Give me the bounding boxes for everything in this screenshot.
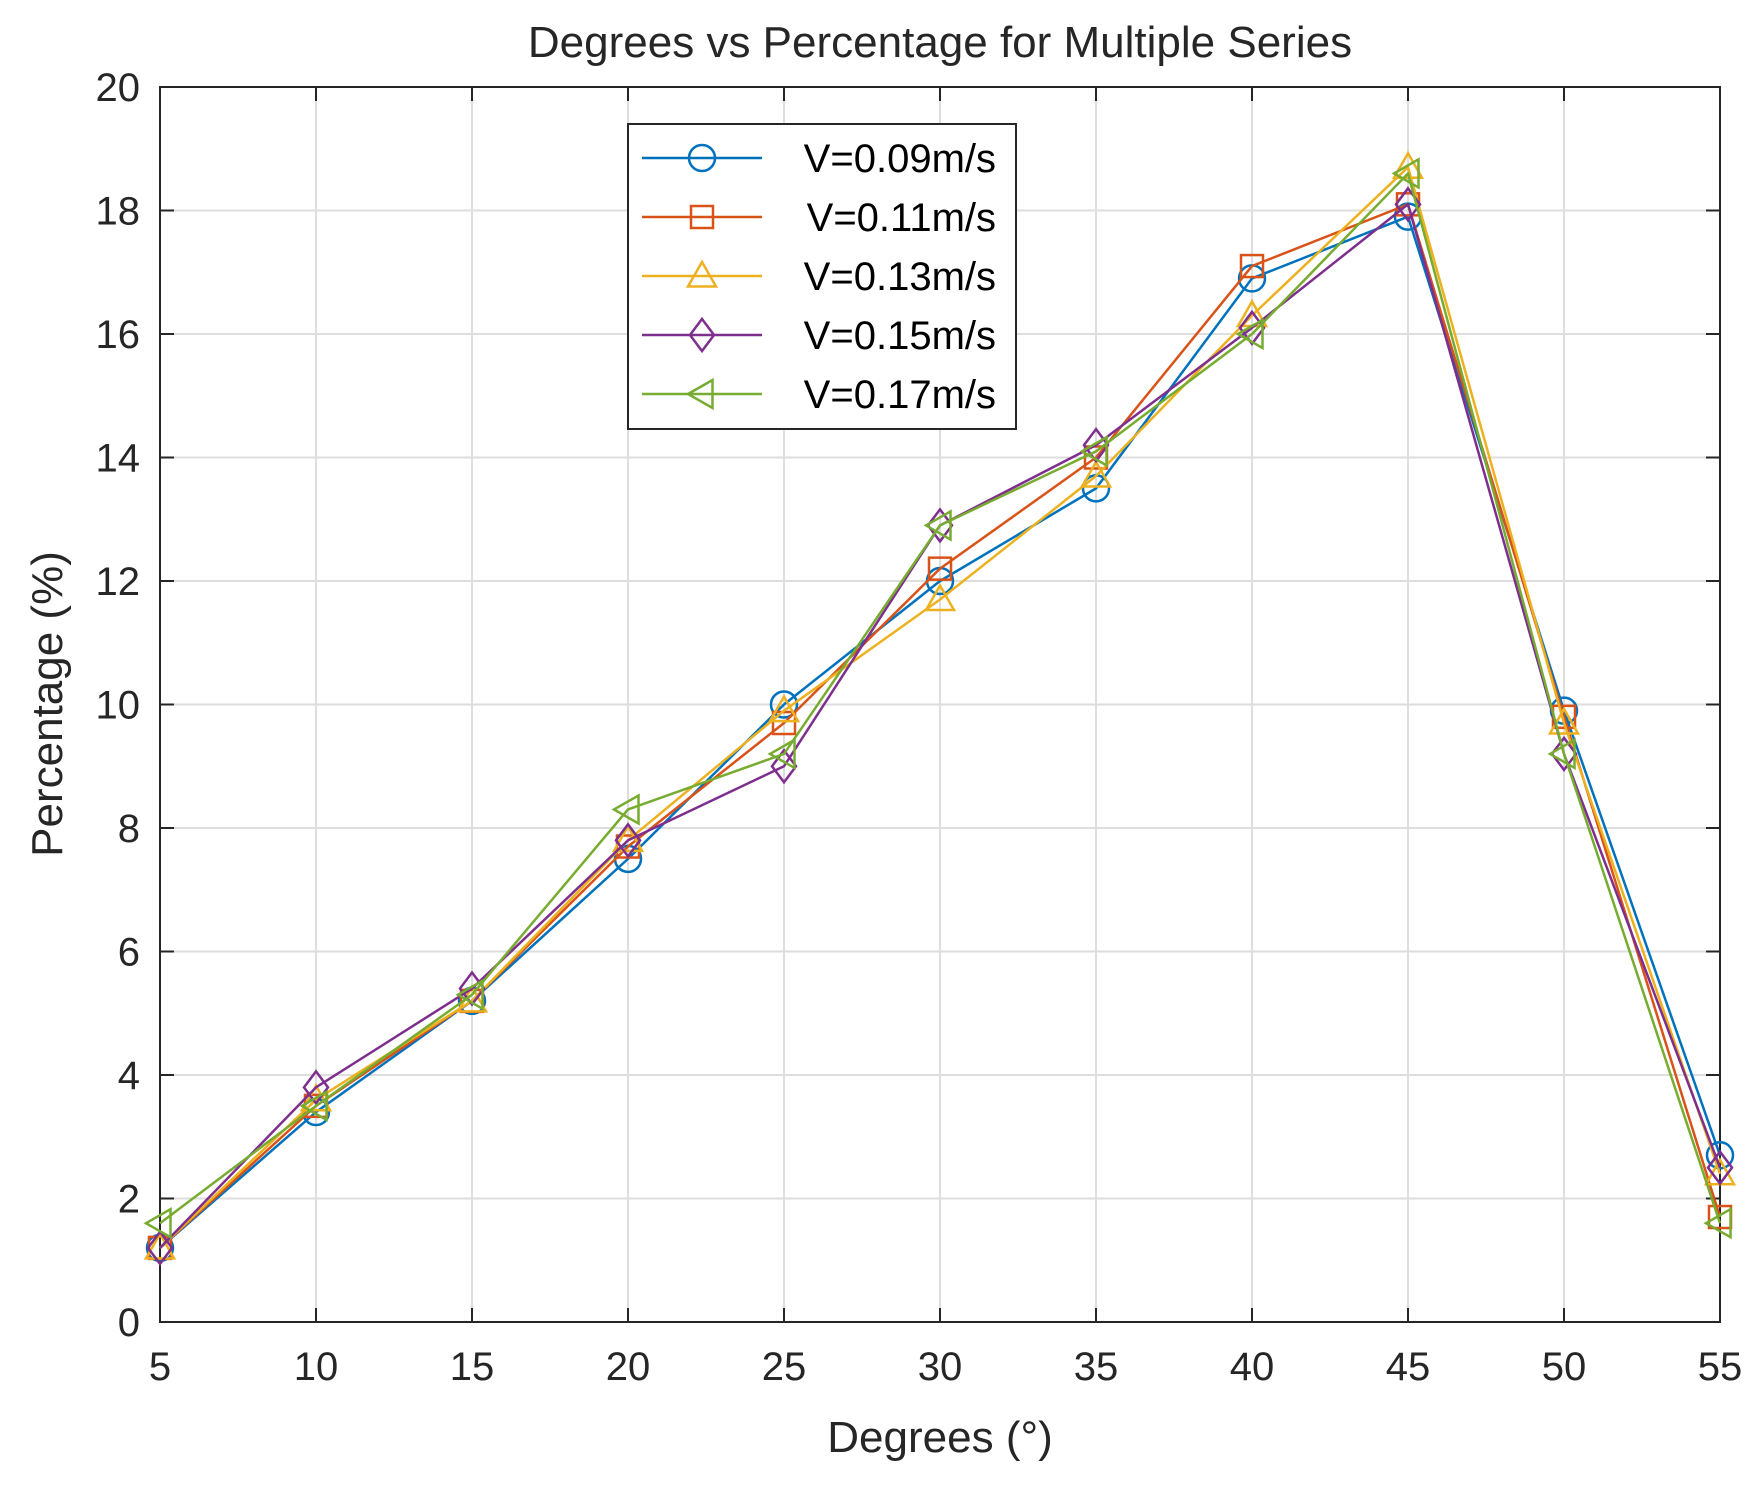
data-point [1079,459,1113,488]
tick-marks [159,86,1721,1323]
data-point [926,507,954,544]
data-point [1706,1149,1734,1186]
y-tick-label: 18 [96,190,141,234]
data-point [143,1231,177,1260]
data-point [611,823,645,853]
legend-items: V=0.09m/s V=0.11m/s V=0.13m/s V=0.15m/s V=0.… [642,137,996,417]
x-tick-label: 40 [1230,1345,1275,1389]
data-point [1705,1141,1735,1170]
x-tick-label: 10 [294,1345,339,1389]
y-tick-labels: 0 2 4 6 8 10 12 14 16 18 20 [96,66,141,1345]
x-tick-label: 50 [1542,1345,1587,1389]
series-layer [143,150,1737,1266]
y-tick-label: 6 [118,931,140,975]
data-point [299,1083,333,1112]
data-point [1547,706,1581,735]
data-point [302,1069,330,1106]
y-tick-label: 14 [96,437,141,481]
legend-label: V=0.13m/s [804,255,996,299]
x-tick-label: 45 [1386,1345,1431,1389]
y-tick-label: 0 [118,1301,140,1345]
legend-marker [687,143,717,173]
legend-item: V=0.13m/s [642,255,996,299]
series-line [159,172,1722,1225]
data-point [299,1089,328,1123]
data-point [770,748,798,785]
legend-marker [689,204,715,230]
x-tick-label: 5 [149,1345,171,1389]
data-point [923,509,952,542]
x-tick-label: 55 [1698,1345,1743,1389]
data-point [1391,157,1420,190]
legend-item: V=0.11m/s [642,196,996,240]
legend-marker [685,259,719,288]
series-line [159,215,1722,1249]
data-point [1547,737,1576,771]
legend: V=0.09m/s V=0.11m/s V=0.13m/s V=0.15m/s V=0.… [627,123,1017,430]
data-point [1550,735,1578,772]
y-tick-label: 12 [96,560,141,604]
x-tick-label: 25 [762,1345,807,1389]
x-axis-label: Degrees (°) [827,1413,1052,1462]
legend-label: V=0.17m/s [804,373,996,417]
chart-title: Degrees vs Percentage for Multiple Serie… [528,18,1352,67]
data-point [455,978,484,1011]
legend-item: V=0.15m/s [642,314,996,358]
data-point [1239,253,1265,279]
data-point [146,1229,174,1266]
x-tick-label: 30 [918,1345,963,1389]
series-line [159,203,1722,1249]
legend-label: V=0.15m/s [804,314,996,358]
y-tick-label: 2 [118,1178,140,1222]
data-point [1079,435,1108,468]
legend-marker [688,316,716,354]
y-tick-label: 10 [96,684,141,728]
data-point [923,583,957,612]
x-tick-label: 35 [1074,1345,1119,1389]
data-point [927,556,953,581]
y-axis-label: Percentage (%) [23,551,72,857]
legend-label: V=0.09m/s [804,137,996,181]
data-point [1235,317,1264,351]
series-line [159,166,1722,1249]
legend-label: V=0.11m/s [807,196,996,240]
y-tick-label: 4 [118,1054,140,1098]
data-point [767,737,796,771]
legend-item: V=0.17m/s [642,373,996,417]
x-tick-label: 20 [606,1345,651,1389]
series-5 [143,157,1732,1240]
data-point [611,793,640,826]
x-tick-labels: 5 10 15 20 25 30 35 40 45 50 55 [149,1345,1742,1389]
data-point [767,694,801,723]
y-tick-label: 20 [96,66,141,110]
legend-marker [685,377,714,411]
data-point [143,1207,172,1240]
data-point [769,690,799,719]
data-point [1703,1207,1732,1240]
x-tick-label: 15 [450,1345,495,1389]
legend-item: V=0.09m/s [642,137,996,181]
y-tick-label: 8 [118,807,140,851]
y-tick-label: 16 [96,313,141,357]
data-point [614,822,642,859]
